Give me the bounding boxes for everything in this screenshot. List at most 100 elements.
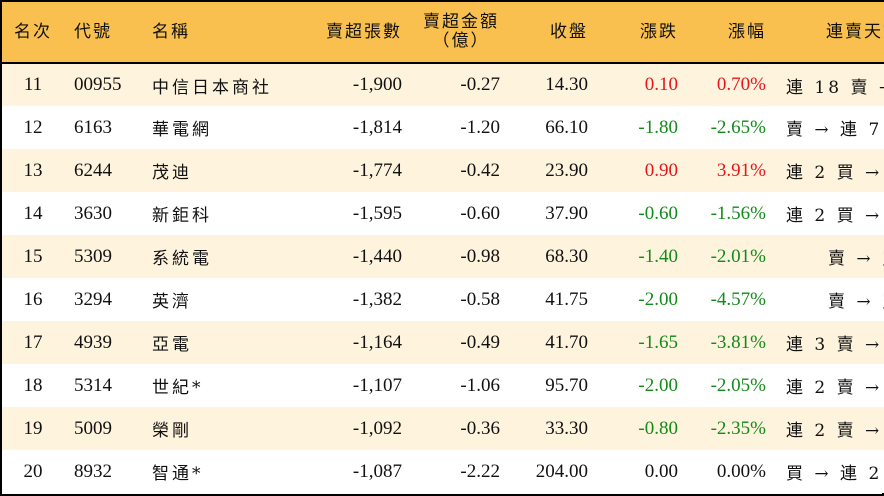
header-name: 名稱 [152, 21, 190, 42]
cell-close: 68.30 [545, 245, 588, 267]
cell-net-sell-volume: -1,774 [352, 159, 402, 181]
cell-name: 系統電 [152, 249, 212, 269]
cell-change: -2.00 [638, 288, 678, 310]
cell-net-sell-amount: -1.06 [460, 374, 500, 396]
table-body: 11 00955 中信日本商社 -1,900 -0.27 14.30 0.10 0.70% 連 … [2, 63, 884, 493]
header-net-sell-amount-line2: （億） [432, 31, 490, 51]
cell-close: 23.90 [545, 159, 588, 181]
cell-name: 世紀* [152, 378, 204, 398]
header-net-sell-amount: 賣超金額 （億） [412, 2, 510, 63]
cell-rank: 13 [23, 159, 43, 181]
cell-code: 5009 [74, 417, 112, 439]
cell-rank: 19 [23, 417, 43, 439]
table-row: 19 5009 榮剛 -1,092 -0.36 33.30 -0.80 -2.35% 連 2 賣… [2, 407, 884, 450]
cell-rank: 17 [23, 331, 43, 353]
table-header: 名次 代號 名稱 賣超張數 賣超金額 （億） 收盤 漲跌 漲幅 連賣天數 [2, 2, 884, 63]
cell-streak: 賣 → 連 7 買 [786, 120, 884, 140]
cell-rank: 12 [23, 116, 43, 138]
cell-streak: 連 2 買 → 賣 [786, 206, 884, 226]
cell-change: -0.60 [638, 202, 678, 224]
cell-rank: 18 [23, 374, 43, 396]
table-row: 15 5309 系統電 -1,440 -0.98 68.30 -1.40 -2.01% 賣 → … [2, 235, 884, 278]
header-change: 漲跌 [640, 21, 678, 42]
cell-net-sell-amount: -1.20 [460, 116, 500, 138]
cell-name: 智通* [152, 464, 204, 484]
table-row: 17 4939 亞電 -1,164 -0.49 41.70 -1.65 -3.81% 連 3 賣… [2, 321, 884, 364]
cell-rank: 20 [23, 460, 43, 482]
cell-net-sell-amount: -0.98 [460, 245, 500, 267]
cell-streak: 連 18 賣 → 買 [786, 77, 884, 98]
cell-net-sell-amount: -0.42 [460, 159, 500, 181]
cell-name: 新鉅科 [152, 206, 212, 226]
cell-streak: 連 3 賣 → 買 [786, 335, 884, 355]
cell-streak: 賣 → 買 [827, 249, 884, 269]
header-row: 名次 代號 名稱 賣超張數 賣超金額 （億） 收盤 漲跌 漲幅 連賣天數 [2, 2, 884, 63]
cell-code: 00955 [74, 74, 122, 95]
cell-change-pct: -2.65% [710, 116, 766, 138]
cell-name: 華電網 [152, 120, 212, 140]
cell-net-sell-volume: -1,164 [352, 331, 402, 353]
cell-streak: 連 2 賣 → 買 [786, 421, 884, 441]
table-row: 16 3294 英濟 -1,382 -0.58 41.75 -2.00 -4.57% 賣 → 買 [2, 278, 884, 321]
cell-change: -0.80 [638, 417, 678, 439]
cell-change: 0.90 [644, 159, 678, 181]
cell-streak: 連 2 賣 → 買 [786, 378, 884, 398]
cell-change: 0.00 [644, 460, 678, 482]
cell-net-sell-volume: -1,107 [352, 374, 402, 396]
cell-streak: 連 2 買 → 賣 [786, 163, 884, 183]
cell-close: 33.30 [545, 417, 588, 439]
table-row: 12 6163 華電網 -1,814 -1.20 66.10 -1.80 -2.65% 賣 → … [2, 106, 884, 149]
cell-rank: 16 [23, 288, 43, 310]
cell-code: 6163 [74, 116, 112, 138]
table-row: 13 6244 茂迪 -1,774 -0.42 23.90 0.90 3.91% 連 2 買 →… [2, 149, 884, 192]
cell-rank: 11 [23, 74, 43, 95]
header-close: 收盤 [550, 21, 588, 42]
cell-close: 37.90 [545, 202, 588, 224]
cell-change: -1.65 [638, 331, 678, 353]
cell-close: 41.70 [545, 331, 588, 353]
cell-net-sell-amount: -0.60 [460, 202, 500, 224]
cell-code: 3630 [74, 202, 112, 224]
cell-name: 茂迪 [152, 163, 192, 183]
header-net-sell-amount-line1: 賣超金額 [423, 12, 499, 32]
cell-close: 95.70 [545, 374, 588, 396]
cell-net-sell-volume: -1,814 [352, 116, 402, 138]
cell-change-pct: -4.57% [710, 288, 766, 310]
cell-net-sell-amount: -0.27 [460, 74, 500, 95]
header-change-pct: 漲幅 [728, 21, 766, 42]
cell-code: 5314 [74, 374, 112, 396]
cell-net-sell-amount: -2.22 [460, 460, 500, 482]
cell-net-sell-volume: -1,092 [352, 417, 402, 439]
cell-code: 4939 [74, 331, 112, 353]
header-rank: 名次 [14, 21, 52, 42]
cell-close: 41.75 [545, 288, 588, 310]
cell-name: 亞電 [152, 335, 192, 355]
cell-streak: 買 → 連 2 賣 [786, 464, 884, 484]
cell-rank: 15 [23, 245, 43, 267]
cell-change: -1.40 [638, 245, 678, 267]
cell-change-pct: 3.91% [716, 159, 766, 181]
table-row: 20 8932 智通* -1,087 -2.22 204.00 0.00 0.00% 買 → 連… [2, 450, 884, 493]
cell-change-pct: 0.70% [716, 74, 766, 95]
cell-change-pct: -2.35% [710, 417, 766, 439]
cell-change: 0.10 [644, 74, 678, 95]
cell-change: -1.80 [638, 116, 678, 138]
cell-net-sell-amount: -0.36 [460, 417, 500, 439]
table-row: 18 5314 世紀* -1,107 -1.06 95.70 -2.00 -2.05% 連 2 … [2, 364, 884, 407]
table-row: 14 3630 新鉅科 -1,595 -0.60 37.90 -0.60 -1.56% 連 2 … [2, 192, 884, 235]
cell-net-sell-amount: -0.49 [460, 331, 500, 353]
cell-change-pct: 0.00% [716, 460, 766, 482]
cell-net-sell-volume: -1,440 [352, 245, 402, 267]
cell-name: 中信日本商社 [152, 77, 272, 98]
cell-net-sell-amount: -0.58 [460, 288, 500, 310]
cell-change-pct: -2.05% [710, 374, 766, 396]
cell-rank: 14 [23, 202, 43, 224]
cell-net-sell-volume: -1,382 [352, 288, 402, 310]
cell-net-sell-volume: -1,087 [352, 460, 402, 482]
header-net-sell-volume: 賣超張數 [326, 21, 402, 42]
cell-streak: 賣 → 買 [827, 292, 884, 312]
cell-name: 英濟 [152, 292, 192, 312]
cell-change-pct: -1.56% [710, 202, 766, 224]
